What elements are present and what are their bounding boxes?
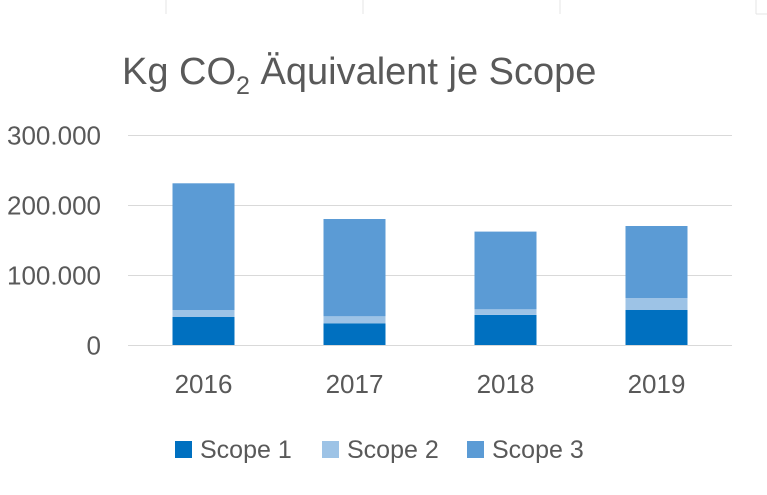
x-axis: 2016 2017 2018 2019 — [175, 369, 686, 399]
bar-segment — [474, 314, 537, 345]
legend-label: Scope 3 — [492, 436, 584, 464]
bar-segment — [625, 226, 688, 299]
chart-title: Kg CO2 Äquivalent je Scope — [122, 51, 596, 100]
y-tick-label: 0 — [87, 331, 101, 361]
x-tick-label: 2016 — [175, 369, 233, 399]
bar-segment — [625, 298, 688, 310]
bar-segment — [323, 323, 386, 345]
bar-segment — [474, 309, 537, 315]
y-tick-label: 200.000 — [7, 191, 101, 221]
bar-segment — [172, 317, 235, 345]
bar-segment — [323, 219, 386, 317]
bar-segment — [172, 310, 235, 317]
legend-label: Scope 1 — [200, 436, 292, 464]
bar-segment — [474, 231, 537, 310]
y-axis: 0 100.000 200.000 300.000 — [7, 121, 101, 361]
legend-swatch — [322, 441, 339, 458]
legend-swatch — [175, 441, 192, 458]
y-tick-label: 100.000 — [7, 261, 101, 291]
x-tick-label: 2017 — [326, 369, 384, 399]
legend: Scope 1 Scope 2 Scope 3 — [175, 436, 584, 464]
bar-segment — [323, 316, 386, 324]
legend-swatch — [467, 441, 484, 458]
y-tick-label: 300.000 — [7, 121, 101, 151]
bar-segment — [625, 310, 688, 345]
legend-label: Scope 2 — [347, 436, 439, 464]
x-tick-label: 2019 — [628, 369, 686, 399]
bar-segment — [172, 183, 235, 310]
x-tick-label: 2018 — [477, 369, 535, 399]
bars — [172, 183, 688, 345]
